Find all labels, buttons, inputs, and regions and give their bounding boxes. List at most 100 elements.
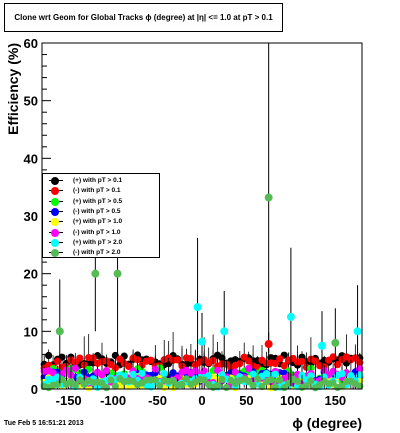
data-point <box>160 369 168 378</box>
highlight-point <box>264 193 273 202</box>
legend-label: (-) with pT > 1.0 <box>73 228 121 236</box>
legend-item: (+) with pT > 2.0 <box>43 238 159 248</box>
x-tick-label: 50 <box>239 393 253 408</box>
legend-item: (-) with pT > 1.0 <box>43 228 159 238</box>
data-point <box>245 357 253 365</box>
data-point <box>276 376 284 384</box>
data-point <box>213 366 222 374</box>
legend-label: (-) with pT > 0.5 <box>73 207 121 215</box>
legend-label: (+) with pT > 1.0 <box>73 218 123 226</box>
legend-marker <box>51 177 59 185</box>
y-tick-label: 30 <box>24 209 38 224</box>
data-point <box>311 357 319 365</box>
data-point <box>347 371 355 380</box>
data-point <box>245 364 253 373</box>
data-point <box>222 383 231 392</box>
data-point <box>98 379 106 387</box>
y-tick-label: 0 <box>31 382 38 397</box>
highlight-point <box>318 341 326 350</box>
highlight-point <box>353 327 362 336</box>
data-point <box>178 380 186 389</box>
data-point <box>258 382 266 391</box>
legend-item: (+) with pT > 1.0 <box>43 217 159 227</box>
legend-item: (-) with pT > 2.0 <box>43 248 159 258</box>
data-point <box>76 376 84 384</box>
data-point <box>249 381 257 390</box>
legend-marker <box>51 228 59 237</box>
legend-item: (-) with pT > 0.5 <box>43 207 159 217</box>
data-point <box>218 375 226 384</box>
data-point <box>107 376 115 384</box>
legend-label: (+) with pT > 2.0 <box>73 238 123 246</box>
x-tick-label: 150 <box>324 393 346 408</box>
highlight-point <box>264 340 273 349</box>
legend-label: (-) with pT > 2.0 <box>73 249 121 257</box>
legend-marker <box>51 207 59 216</box>
x-tick-label: -50 <box>148 393 167 408</box>
legend-item: (+) with pT > 0.5 <box>43 197 159 207</box>
data-point <box>307 372 315 380</box>
data-point <box>271 383 279 391</box>
data-point <box>187 354 195 363</box>
data-point <box>173 356 182 364</box>
data-point <box>116 355 124 363</box>
data-point <box>71 364 79 372</box>
legend-item: (+) with pT > 0.1 <box>43 176 159 186</box>
data-point <box>302 382 311 390</box>
data-point <box>49 369 57 377</box>
legend-item: (-) with pT > 0.1 <box>43 186 159 196</box>
x-tick-label: -150 <box>56 393 82 408</box>
legend-marker <box>51 197 59 206</box>
y-tick-label: 40 <box>24 151 38 166</box>
legend-marker <box>51 238 59 247</box>
y-tick-label: 20 <box>24 267 38 282</box>
highlight-point <box>113 269 122 278</box>
legend-label: (+) with pT > 0.1 <box>73 177 123 184</box>
legend-marker <box>51 218 59 227</box>
data-point <box>307 377 315 385</box>
data-point <box>147 356 155 364</box>
x-tick-label: 0 <box>198 393 205 408</box>
data-point <box>271 359 279 368</box>
legend-marker <box>51 187 59 196</box>
legend: (+) with pT > 0.1 (-) with pT > 0.1 (+) wi… <box>42 173 160 258</box>
data-point <box>45 351 53 360</box>
highlight-point <box>91 269 100 278</box>
x-tick-label: -100 <box>100 393 126 408</box>
y-tick-label: 50 <box>24 94 38 109</box>
data-point <box>280 362 288 370</box>
data-point <box>338 370 346 378</box>
data-point <box>138 369 146 378</box>
highlight-point <box>193 303 202 312</box>
data-point <box>338 382 346 390</box>
legend-marker <box>51 249 59 258</box>
data-point <box>213 381 222 390</box>
timestamp: Tue Feb 5 16:51:21 2013 <box>4 420 84 427</box>
data-point <box>293 377 302 385</box>
y-tick-label: 10 <box>24 324 38 339</box>
data-point <box>182 375 191 383</box>
data-point <box>245 377 253 385</box>
legend-label: (-) with pT > 0.1 <box>73 187 121 195</box>
data-point <box>71 381 79 389</box>
x-axis-title: ϕ (degree) <box>292 415 362 431</box>
data-point <box>111 382 119 390</box>
data-point <box>267 376 275 384</box>
y-axis-title: Efficiency (%) <box>5 43 21 135</box>
data-point <box>253 375 262 383</box>
data-point <box>156 381 164 390</box>
data-point <box>98 371 106 379</box>
data-point <box>151 376 159 384</box>
data-point <box>276 355 284 363</box>
highlight-point <box>198 337 206 346</box>
highlight-point <box>55 327 64 336</box>
highlight-point <box>286 312 295 321</box>
x-tick-label: 100 <box>280 393 302 408</box>
data-point <box>125 362 133 371</box>
data-point <box>231 368 239 376</box>
data-point <box>298 357 306 366</box>
data-point <box>102 366 111 375</box>
chart-title: Clone wrt Geom for Global Tracks ϕ (degr… <box>4 3 283 32</box>
data-point <box>102 383 111 392</box>
